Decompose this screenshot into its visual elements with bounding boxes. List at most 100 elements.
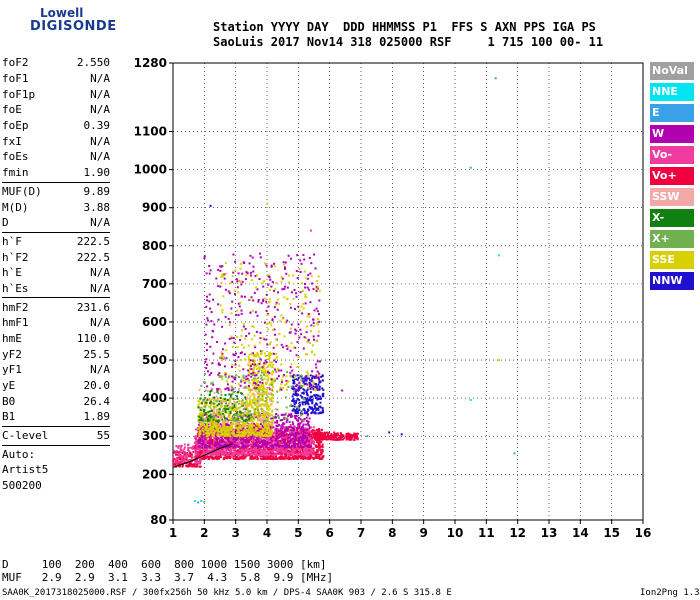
echo-point — [262, 457, 265, 460]
echo-point — [253, 359, 256, 362]
echo-point — [291, 369, 294, 372]
echo-point — [284, 436, 287, 439]
echo-point — [241, 443, 244, 446]
echo-point — [282, 444, 285, 447]
echo-point — [267, 305, 270, 308]
echo-point — [281, 424, 284, 427]
echo-point — [207, 319, 209, 322]
echo-point — [302, 381, 305, 384]
echo-point — [306, 431, 309, 434]
echo-point — [255, 425, 258, 428]
echo-point — [318, 372, 321, 375]
echo-point — [284, 449, 287, 452]
echo-point — [245, 407, 248, 409]
echo-point — [307, 377, 310, 380]
echo-point — [307, 374, 310, 377]
echo-point — [296, 412, 299, 415]
echo-point — [226, 383, 229, 386]
echo-point — [234, 376, 237, 379]
echo-point — [242, 432, 244, 435]
echo-point — [204, 434, 207, 437]
echo-point — [322, 455, 325, 458]
echo-point — [267, 432, 270, 435]
echo-point — [224, 315, 227, 318]
echo-point — [270, 264, 273, 267]
echo-point — [209, 430, 212, 433]
echo-point — [294, 433, 297, 435]
echo-point — [302, 448, 305, 451]
echo-point — [282, 451, 285, 454]
echo-point — [284, 261, 287, 264]
echo-point — [287, 436, 290, 439]
echo-point — [266, 313, 269, 316]
echo-point — [237, 454, 240, 456]
echo-point — [290, 429, 293, 432]
echo-point — [224, 288, 227, 291]
echo-point — [242, 413, 245, 416]
auto-line2: Artist5 — [2, 463, 49, 476]
echo-point — [247, 358, 250, 361]
echo-point — [279, 319, 282, 322]
echo-point — [254, 346, 257, 349]
echo-point — [227, 317, 230, 320]
echo-point — [216, 434, 219, 437]
param-value: N/A — [90, 216, 110, 230]
echo-point — [238, 364, 241, 367]
echo-point — [277, 367, 280, 370]
echo-point — [230, 337, 233, 340]
echo-point — [217, 362, 220, 365]
echo-point — [274, 358, 277, 361]
echo-point — [294, 455, 297, 458]
echo-point — [315, 290, 318, 293]
echo-point — [248, 448, 251, 450]
echo-point — [308, 457, 311, 460]
echo-point — [198, 423, 201, 426]
echo-point — [306, 447, 309, 450]
echo-point — [216, 455, 219, 458]
echo-point — [238, 412, 241, 415]
echo-point — [280, 429, 283, 432]
echo-point — [205, 435, 208, 438]
echo-point — [246, 425, 248, 428]
echo-point — [221, 311, 224, 314]
echo-point — [238, 369, 241, 372]
echo-point — [248, 431, 251, 434]
echo-point — [248, 381, 251, 384]
echo-point — [238, 453, 241, 456]
echo-point — [254, 384, 257, 387]
echo-point — [262, 428, 265, 430]
echo-point — [263, 436, 266, 439]
echo-point — [226, 423, 229, 426]
echo-point — [290, 413, 293, 416]
echo-point — [207, 416, 210, 419]
echo-point — [321, 387, 324, 390]
echo-point — [321, 428, 323, 431]
echo-point — [252, 352, 254, 355]
echo-point — [250, 432, 253, 435]
echo-point — [254, 430, 257, 433]
echo-point — [302, 423, 305, 426]
echo-point — [257, 410, 260, 413]
param-value: 222.5 — [76, 250, 110, 264]
echo-point — [200, 421, 203, 424]
echo-point — [266, 388, 268, 391]
echo-point — [303, 442, 306, 444]
echo-point — [292, 458, 295, 460]
echo-point — [308, 430, 311, 433]
echo-point — [270, 382, 273, 384]
echo-point — [254, 311, 257, 314]
echo-point — [269, 278, 272, 281]
echo-point — [219, 436, 222, 439]
echo-point — [256, 314, 259, 317]
echo-point — [222, 398, 225, 401]
echo-point — [261, 412, 264, 415]
echo-point — [240, 431, 243, 434]
echo-point — [313, 353, 316, 356]
echo-point — [259, 381, 262, 384]
echo-point — [221, 437, 223, 440]
echo-point — [258, 413, 261, 416]
echo-point — [228, 418, 231, 421]
echo-point — [219, 269, 222, 272]
echo-point — [254, 428, 257, 431]
echo-point — [252, 453, 255, 456]
